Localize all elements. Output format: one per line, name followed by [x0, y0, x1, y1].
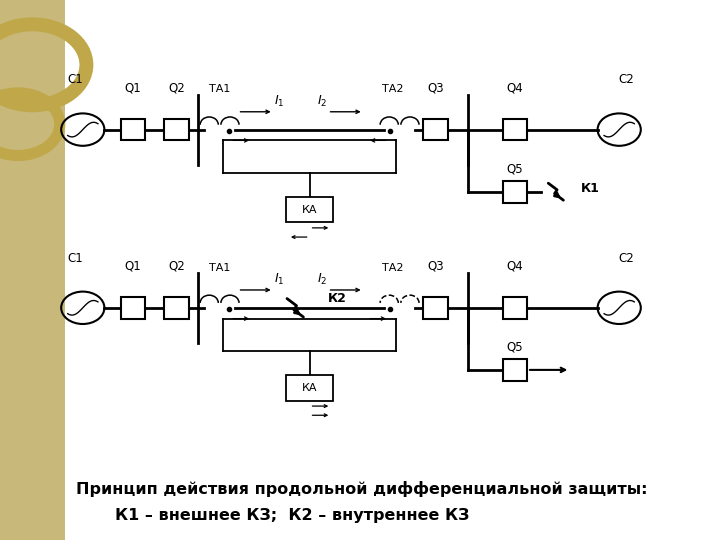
- Text: Q5: Q5: [506, 163, 523, 176]
- Bar: [164, 119, 189, 140]
- Bar: [121, 119, 145, 140]
- Text: С2: С2: [618, 73, 634, 86]
- Text: Q1: Q1: [125, 82, 142, 94]
- Bar: [121, 297, 145, 319]
- Text: К1: К1: [581, 183, 600, 195]
- Bar: [0, 0, 65, 540]
- Text: ТА2: ТА2: [382, 84, 403, 94]
- Text: Q1: Q1: [125, 260, 142, 273]
- Text: Принцип действия продольной дифференциальной защиты:: Принцип действия продольной дифференциал…: [76, 481, 647, 497]
- Text: Q2: Q2: [168, 82, 185, 94]
- Bar: [423, 119, 448, 140]
- Bar: [503, 359, 527, 381]
- Text: $I_2$: $I_2$: [317, 272, 327, 287]
- Text: К2: К2: [328, 292, 346, 305]
- Bar: [503, 297, 527, 319]
- Bar: [423, 297, 448, 319]
- Text: Q4: Q4: [506, 260, 523, 273]
- Text: ТА1: ТА1: [209, 84, 230, 94]
- Bar: [164, 297, 189, 319]
- Text: К1 – внешнее КЗ;  К2 – внутреннее КЗ: К1 – внешнее КЗ; К2 – внутреннее КЗ: [115, 508, 469, 523]
- Text: С2: С2: [618, 252, 634, 265]
- Text: ТА2: ТА2: [382, 262, 403, 273]
- Text: Q5: Q5: [506, 341, 523, 354]
- Text: Q2: Q2: [168, 260, 185, 273]
- Text: Q4: Q4: [506, 82, 523, 94]
- Text: Q3: Q3: [427, 260, 444, 273]
- Text: КА: КА: [302, 383, 318, 393]
- Bar: [503, 181, 527, 202]
- Text: С1: С1: [68, 73, 84, 86]
- Text: $I_1$: $I_1$: [274, 94, 284, 109]
- Bar: [503, 119, 527, 140]
- Bar: [287, 375, 333, 401]
- Bar: [287, 197, 333, 222]
- Text: $I_1$: $I_1$: [274, 272, 284, 287]
- Text: КА: КА: [302, 205, 318, 214]
- Text: Q3: Q3: [427, 82, 444, 94]
- Text: $I_2$: $I_2$: [317, 94, 327, 109]
- Text: С1: С1: [68, 252, 84, 265]
- Text: ТА1: ТА1: [209, 262, 230, 273]
